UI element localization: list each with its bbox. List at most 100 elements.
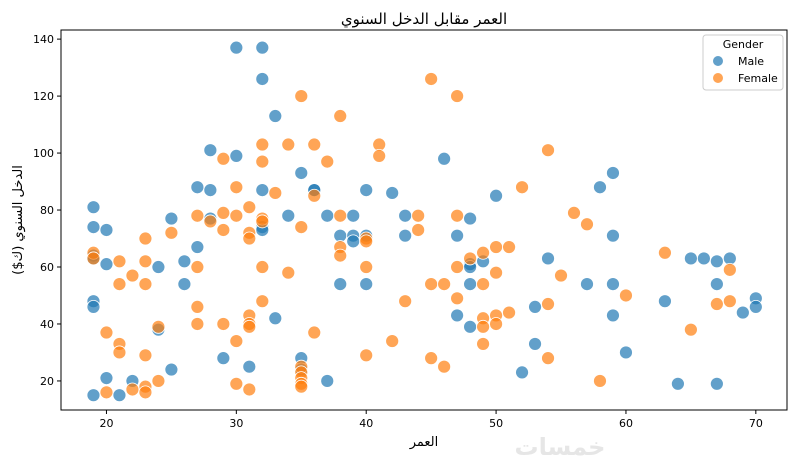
point-female <box>125 268 140 283</box>
point-female <box>424 351 439 366</box>
point-female <box>333 109 348 123</box>
point-female <box>658 245 672 260</box>
point-female <box>294 220 309 235</box>
point-male <box>398 208 413 223</box>
chart-title: العمر مقابل الدخل السنوي <box>341 10 507 29</box>
point-male <box>294 166 309 180</box>
point-male <box>463 319 478 334</box>
point-male <box>112 388 127 403</box>
point-female <box>359 260 374 274</box>
point-female <box>281 137 296 152</box>
point-male <box>748 299 763 314</box>
point-male <box>242 359 257 374</box>
y-tick-label: 80 <box>40 204 54 217</box>
point-female <box>190 299 205 314</box>
point-male <box>709 254 724 269</box>
point-male <box>164 362 179 377</box>
point-female <box>255 214 270 229</box>
point-male <box>515 365 529 380</box>
point-female <box>229 376 244 391</box>
point-male <box>696 251 711 266</box>
point-female <box>307 188 322 203</box>
point-male <box>190 180 205 195</box>
point-female <box>580 217 594 232</box>
point-female <box>112 345 127 360</box>
point-male <box>216 351 231 366</box>
point-female <box>489 240 503 254</box>
point-female <box>255 154 270 169</box>
point-female <box>320 154 335 169</box>
point-male <box>255 40 270 55</box>
point-male <box>255 183 270 197</box>
point-female <box>683 322 698 337</box>
point-female <box>229 208 244 223</box>
point-male <box>164 211 179 226</box>
point-female <box>424 72 439 86</box>
point-male <box>463 277 478 291</box>
point-male <box>385 186 400 200</box>
point-male <box>320 374 335 388</box>
point-female <box>541 143 555 158</box>
point-male <box>580 277 594 291</box>
point-female <box>151 319 166 334</box>
point-male <box>489 188 503 203</box>
point-female <box>112 277 127 291</box>
point-male <box>709 277 724 291</box>
point-male <box>541 251 555 266</box>
point-male <box>99 257 114 272</box>
legend-title: Gender <box>723 38 764 51</box>
point-female <box>229 180 244 195</box>
point-female <box>359 348 374 363</box>
point-male <box>359 183 374 197</box>
point-female <box>709 297 724 311</box>
point-female <box>242 231 257 246</box>
y-tick-label: 100 <box>33 147 54 160</box>
point-male <box>229 40 244 55</box>
point-male <box>255 72 270 86</box>
point-male <box>203 183 218 197</box>
point-female <box>138 277 153 291</box>
point-female <box>99 385 114 400</box>
point-male <box>658 294 672 309</box>
point-male <box>86 299 101 314</box>
point-male <box>671 376 685 391</box>
point-female <box>593 374 607 388</box>
point-male <box>683 251 698 266</box>
point-female <box>151 374 166 388</box>
legend-marker-female <box>712 72 724 84</box>
point-female <box>216 151 231 166</box>
point-female <box>190 208 205 223</box>
x-tick-label: 40 <box>359 417 373 430</box>
point-male <box>99 371 114 385</box>
point-male <box>268 311 283 326</box>
point-female <box>619 288 633 303</box>
point-female <box>99 325 114 340</box>
point-male <box>86 220 101 235</box>
point-male <box>437 151 452 166</box>
point-male <box>735 305 750 320</box>
point-female <box>216 317 231 331</box>
point-female <box>722 294 737 309</box>
x-tick-label: 70 <box>749 417 763 430</box>
point-female <box>190 260 205 274</box>
point-female <box>86 251 101 266</box>
point-male <box>281 208 296 223</box>
point-male <box>151 260 166 274</box>
point-male <box>333 277 348 291</box>
point-female <box>541 351 555 366</box>
point-female <box>242 382 257 397</box>
legend-label-male: Male <box>738 55 764 68</box>
point-female <box>450 291 465 306</box>
point-female <box>190 317 205 331</box>
point-female <box>450 208 465 223</box>
point-female <box>333 208 348 223</box>
point-female <box>216 223 231 237</box>
point-male <box>229 149 244 163</box>
point-female <box>294 379 309 394</box>
point-female <box>307 325 322 340</box>
point-female <box>372 149 387 163</box>
point-female <box>255 294 270 309</box>
point-male <box>528 299 542 314</box>
point-male <box>450 308 465 323</box>
